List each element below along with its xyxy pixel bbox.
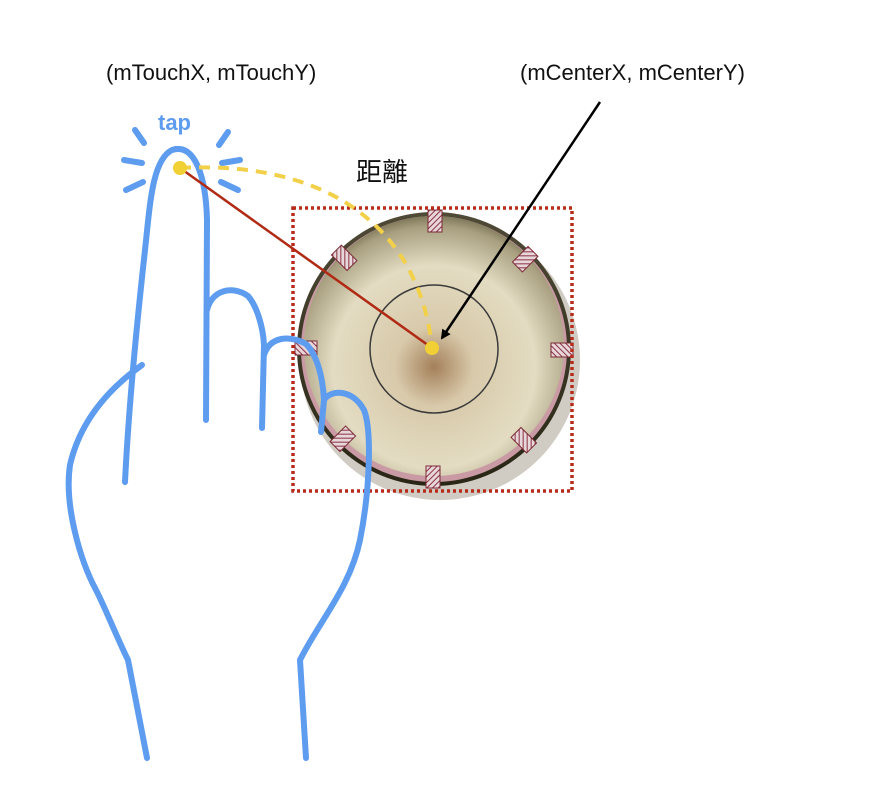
distance-label: 距離 — [356, 158, 409, 188]
view-bounding-box — [291, 206, 574, 493]
inner-ring — [369, 284, 499, 414]
hand-pointing-icon — [65, 145, 372, 761]
tap-label: tap — [158, 110, 191, 135]
knob-dial-icon — [294, 209, 580, 500]
touch-point — [173, 161, 187, 175]
center-coordinate-label: (mCenterX, mCenterY) — [520, 60, 745, 85]
tap-burst-lines — [121, 127, 243, 193]
center-point — [425, 341, 439, 355]
radius-line — [179, 166, 433, 350]
touch-coordinate-label: (mTouchX, mTouchY) — [106, 60, 317, 85]
center-pointer-arrow — [440, 101, 602, 340]
